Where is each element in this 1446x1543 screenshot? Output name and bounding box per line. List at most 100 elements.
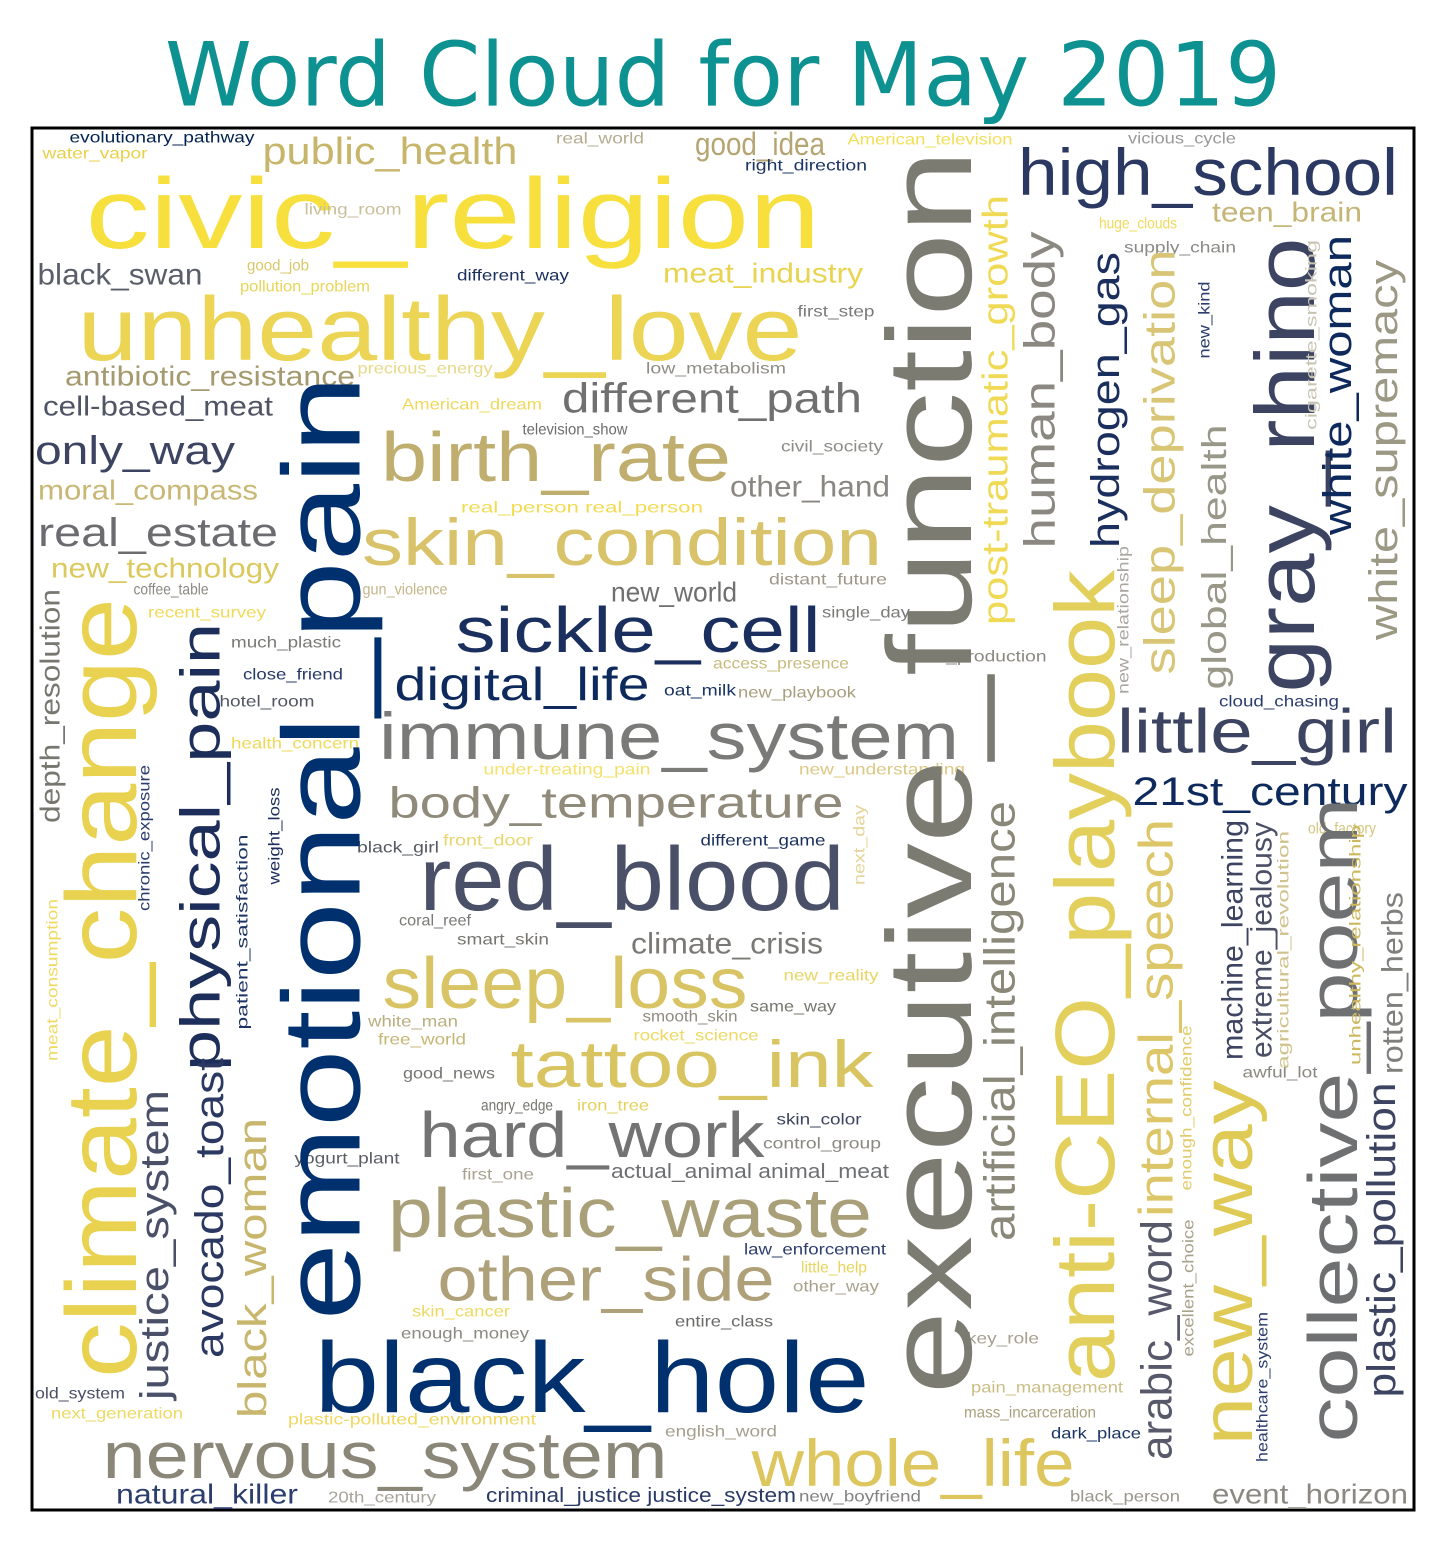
- word: single_day: [822, 605, 910, 622]
- word: artificial_intelligence: [976, 801, 1025, 1241]
- word: 21st_century: [1133, 770, 1408, 814]
- word: yogurt_plant: [295, 1151, 401, 1168]
- word: black_girl: [357, 840, 439, 857]
- word: plastic_waste: [388, 1174, 872, 1252]
- word: machine_learning: [1217, 820, 1250, 1060]
- word: civil_society: [781, 439, 883, 456]
- word: nervous_system: [103, 1418, 668, 1492]
- word: recent_survey: [148, 605, 266, 622]
- word: good_job: [247, 258, 309, 275]
- word: justice_system: [133, 1090, 177, 1401]
- word: black_hole: [315, 1322, 870, 1434]
- word: human_body: [1016, 232, 1065, 549]
- word: huge_clouds: [1099, 216, 1177, 233]
- word: entire_class: [675, 1314, 773, 1331]
- word: oat_milk: [664, 683, 737, 700]
- word: smart_skin: [457, 932, 549, 949]
- word: new_kind: [1197, 282, 1214, 359]
- word: depth_resolution: [35, 589, 66, 823]
- word: water_vapor: [41, 146, 148, 163]
- word: white_man: [367, 1014, 458, 1031]
- word: front_door: [443, 833, 534, 850]
- word: english_word: [665, 1424, 777, 1441]
- word: iron_tree: [577, 1098, 649, 1115]
- word: only_way: [35, 429, 235, 473]
- word: pollution_problem: [240, 279, 370, 296]
- word: excellent_choice: [1181, 1219, 1198, 1356]
- word: black_woman: [231, 1118, 275, 1418]
- word: physical_pain: [169, 623, 232, 1071]
- word: plastic_pollution: [1360, 1083, 1404, 1398]
- word: enough_money: [401, 1326, 529, 1343]
- word: gun_violence: [363, 582, 448, 599]
- word: American_television: [848, 132, 1013, 149]
- word: unhealthy_relationship: [1348, 825, 1365, 1065]
- word: coffee_table: [134, 582, 209, 599]
- word: collective_poem: [1294, 798, 1372, 1443]
- word: good_idea: [695, 126, 825, 162]
- word: skin_condition: [362, 505, 882, 579]
- word: hydrogen_gas: [1084, 252, 1128, 548]
- word: living_room: [305, 202, 402, 219]
- word: angry_edge: [481, 1098, 553, 1115]
- word: same_way: [750, 999, 836, 1016]
- word: other_way: [793, 1279, 879, 1296]
- word: other_hand: [730, 471, 890, 504]
- word: healthcare_system: [1255, 1312, 1272, 1462]
- word: event_horizon: [1212, 1479, 1408, 1510]
- chart-title: Word Cloud for May 2019: [165, 24, 1281, 127]
- word: dark_place: [1051, 1426, 1141, 1443]
- word: gray_rhino: [1238, 238, 1332, 693]
- word: right_direction: [745, 158, 867, 175]
- word: black_person: [1070, 1489, 1180, 1506]
- word: low_metabolism: [646, 361, 786, 378]
- word: law_enforcement: [744, 1242, 887, 1259]
- word: next_day: [852, 805, 869, 885]
- word: sleep_loss: [383, 944, 748, 1024]
- word: criminal_justice justice_system: [486, 1485, 796, 1507]
- word: emotional_pain: [261, 376, 384, 1321]
- word: avocado_toast: [188, 1058, 232, 1358]
- word: different_game: [701, 833, 826, 850]
- word: civic_religion: [86, 158, 821, 270]
- word: evolutionary_pathway: [70, 130, 255, 147]
- word: whole_life: [750, 1426, 1074, 1500]
- word: hotel_room: [220, 694, 315, 711]
- word: skin_color: [777, 1112, 863, 1129]
- word: unhealthy_love: [78, 280, 803, 380]
- word: body_temperature: [389, 779, 844, 828]
- word: sickle_cell: [456, 594, 821, 666]
- word: meat_production: [904, 649, 1047, 666]
- word: first_one: [462, 1167, 534, 1184]
- word: natural_killer: [116, 1479, 298, 1510]
- word: executive_function: [863, 150, 997, 1395]
- word: other_side: [438, 1246, 775, 1315]
- word: immune_system: [379, 699, 959, 773]
- word: old_factory: [1308, 821, 1376, 838]
- word: mass_incarceration: [964, 1405, 1096, 1422]
- word: white_supremacy: [1362, 260, 1406, 641]
- word: plastic-polluted_environment: [288, 1412, 537, 1429]
- word: internal_speech: [1131, 819, 1184, 1217]
- word: new_playbook: [738, 685, 857, 702]
- word: rotten_herbs: [1377, 892, 1410, 1074]
- word: new_understanding: [799, 762, 965, 779]
- word: rocket_science: [634, 1028, 759, 1045]
- word: distant_future: [769, 572, 887, 589]
- word: agricultural_revolution: [1276, 831, 1293, 1069]
- word: television_show: [523, 422, 628, 439]
- word: new_world: [611, 577, 737, 608]
- word: cell-based_meat: [43, 391, 273, 422]
- word: digital_life: [395, 658, 650, 710]
- word: new_reality: [784, 968, 879, 985]
- word: different_way: [457, 268, 569, 285]
- word: weight_loss: [267, 788, 284, 886]
- word: new_way: [1188, 1081, 1268, 1446]
- word: high_school: [1018, 135, 1398, 209]
- word: moral_compass: [38, 475, 258, 506]
- word: little_help: [801, 1260, 867, 1277]
- word: key_role: [967, 1331, 1039, 1348]
- word: global_health: [1196, 425, 1234, 690]
- word: smooth_skin: [643, 1009, 738, 1026]
